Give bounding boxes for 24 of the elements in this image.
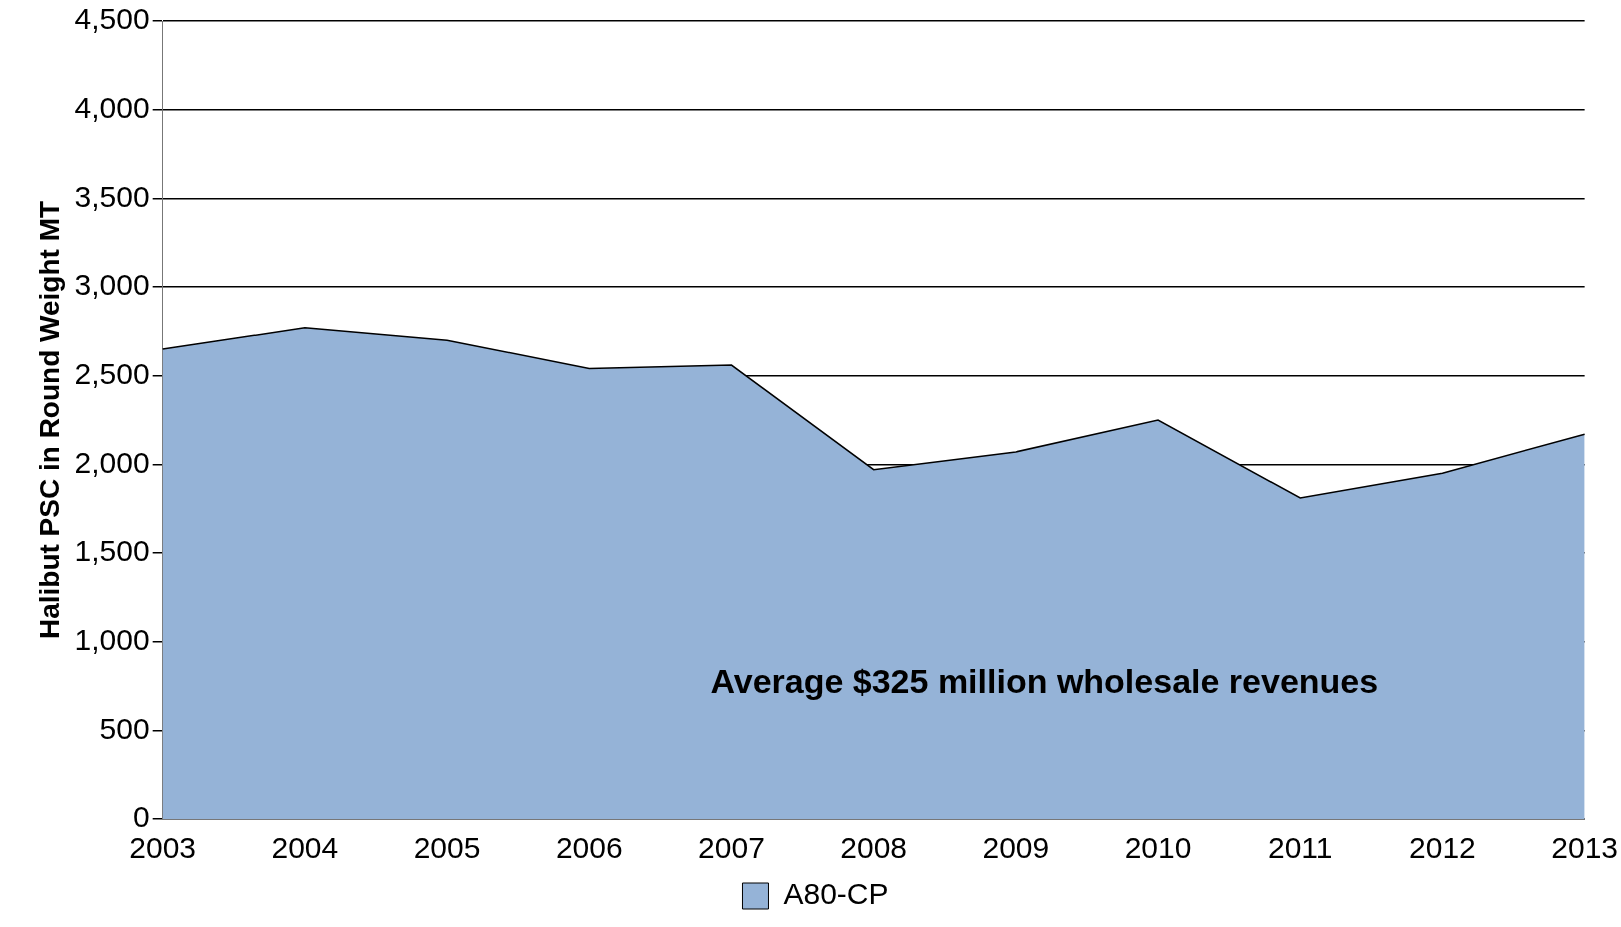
y-tick-label: 2,000	[74, 445, 150, 479]
y-tick-label: 3,500	[74, 179, 150, 213]
x-tick-label: 2003	[129, 831, 197, 865]
legend-label: A80-CP	[783, 877, 889, 911]
x-tick-label: 2013	[1551, 831, 1619, 865]
y-tick-label: 3,000	[74, 268, 150, 302]
y-tick-label: 4,500	[74, 2, 150, 36]
x-tick-label: 2006	[555, 831, 623, 865]
y-tick-label: 500	[99, 711, 150, 745]
x-tick-label: 2012	[1409, 831, 1476, 865]
x-tick-label: 2011	[1267, 831, 1333, 865]
y-tick-label: 0	[132, 800, 150, 834]
x-tick-label: 2004	[271, 831, 339, 865]
y-tick-label: 1,000	[74, 622, 150, 656]
x-tick-label: 2008	[840, 831, 908, 865]
x-tick-label: 2005	[413, 831, 481, 865]
x-tick-label: 2010	[1124, 831, 1192, 865]
y-tick-label: 1,500	[74, 534, 150, 568]
annotation: Average $325 million wholesale revenues	[710, 661, 1379, 700]
y-axis-title: Halibut PSC in Round Weight MT	[33, 200, 65, 640]
x-tick-label: 2009	[982, 831, 1050, 865]
x-tick-label: 2007	[698, 831, 765, 865]
y-tick-label: 4,000	[74, 90, 150, 124]
y-tick-label: 2,500	[74, 356, 150, 390]
